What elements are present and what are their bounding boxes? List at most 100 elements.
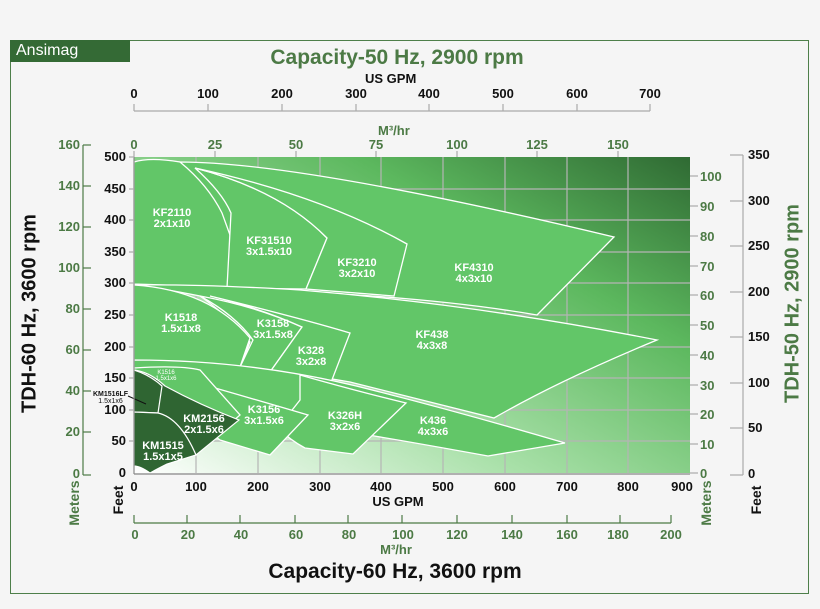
left-meters-axis	[82, 144, 91, 476]
region-label-kf4310: KF4310 4x3x10	[454, 262, 494, 285]
top-gpm-tick: 600	[566, 86, 588, 101]
right-feet-tick: 350	[748, 147, 770, 162]
right-feet-tick: 200	[748, 284, 770, 299]
top-gpm-tick: 400	[418, 86, 440, 101]
right-feet-tick: 100	[748, 375, 770, 390]
right-feet-label: Feet	[748, 485, 764, 515]
bottom-m3hr-tick: 60	[288, 527, 304, 542]
top-m3hr-tick: 25	[207, 137, 223, 152]
left-meters-tick: 140	[58, 178, 80, 193]
top-gpm-tick: 100	[197, 86, 219, 101]
left-feet-tick: 400	[104, 212, 126, 227]
region-k328	[209, 295, 351, 386]
bottom-gpm-tick: 500	[432, 479, 454, 494]
left-feet-tick: 300	[104, 275, 126, 290]
region-label-k3156: K3156 3x1.5x6	[244, 404, 284, 427]
top-title: Capacity-50 Hz, 2900 rpm	[270, 46, 524, 69]
top-gpm-tick: 300	[345, 86, 367, 101]
bottom-gpm-tick: 900	[671, 479, 693, 494]
top-m3hr-tick: 75	[368, 137, 384, 152]
bottom-gpm-tick: 700	[556, 479, 578, 494]
left-feet-tick: 0	[118, 465, 126, 480]
right-meters-tick: 100	[700, 169, 722, 184]
region-label-kf438: KF438 4x3x8	[415, 329, 449, 352]
right-meters-tick: 90	[700, 199, 715, 214]
left-meters-tick: 40	[65, 383, 80, 398]
brand-label: Ansimag	[10, 40, 130, 62]
bottom-m3hr-tick: 0	[131, 527, 139, 542]
left-feet-tick: 50	[111, 433, 126, 448]
bottom-gpm-tick: 100	[185, 479, 207, 494]
left-meters-tick: 60	[65, 342, 80, 357]
bottom-gpm-tick: 300	[309, 479, 331, 494]
top-m3hr-tick: 125	[526, 137, 548, 152]
right-meters-tick: 10	[700, 437, 715, 452]
region-label-k436: K436 4x3x6	[417, 415, 449, 438]
km1516lf-pointer	[127, 395, 147, 405]
left-feet-tick: 250	[104, 307, 126, 322]
left-feet-tick: 200	[104, 339, 126, 354]
region-label-kf31510: KF31510 3x1.5x10	[246, 235, 292, 258]
bottom-m3hr-tick: 40	[233, 527, 249, 542]
right-meters-tick: 70	[700, 259, 715, 274]
left-meters-tick: 20	[65, 424, 80, 439]
region-label-kf3210: KF3210 3x2x10	[337, 257, 377, 280]
region-km1515	[133, 411, 197, 474]
left-meters-label: Meters	[66, 480, 82, 526]
region-label-k3158: K3158 3x1.5x8	[253, 318, 293, 341]
region-label-kf2110: KF2110 2x1x10	[152, 207, 192, 230]
top-m3hr-tick: 0	[130, 137, 138, 152]
region-label-km1515: KM1515 1.5x1x5	[142, 440, 184, 463]
left-feet-tick: 450	[104, 181, 126, 196]
top-gpm-tick: 500	[492, 86, 514, 101]
right-meters-tick: 30	[700, 378, 715, 393]
region-label-k328: K328 3x2x8	[295, 345, 327, 368]
bottom-m3hr-tick: 120	[446, 527, 468, 542]
right-meters-label: Meters	[698, 480, 714, 526]
left-feet-tick: 150	[104, 370, 126, 385]
right-meters-axis	[690, 175, 698, 474]
right-meters-tick: 40	[700, 348, 715, 363]
bottom-title: Capacity-60 Hz, 3600 rpm	[268, 560, 522, 583]
bottom-gpm-tick: 400	[370, 479, 392, 494]
regions-10in	[133, 158, 616, 316]
top-gpm-tick: 0	[130, 86, 138, 101]
right-meters-tick: 60	[700, 288, 715, 303]
top-gpm-axis	[133, 104, 651, 112]
right-meters-tick: 0	[700, 466, 708, 481]
left-feet-label: Feet	[110, 485, 126, 515]
region-kf3210	[194, 167, 408, 297]
bottom-m3hr-tick: 140	[501, 527, 523, 542]
region-label-k1516: K1516 1.5x1x6	[155, 370, 177, 382]
top-gpm-label: US GPM	[365, 71, 417, 86]
bottom-m3hr-tick: 80	[341, 527, 357, 542]
left-meters-tick: 100	[58, 260, 80, 275]
right-meters-tick: 50	[700, 318, 715, 333]
left-meters-tick: 120	[58, 219, 80, 234]
bottom-m3hr-axis	[133, 515, 672, 524]
right-feet-tick: 250	[748, 238, 770, 253]
km1516lf-label: KM1516LF 1.5x1x6	[93, 391, 129, 405]
bottom-m3hr-tick: 160	[556, 527, 578, 542]
right-feet-tick: 300	[748, 193, 770, 208]
right-meters-tick: 80	[700, 229, 715, 244]
bottom-m3hr-label: M³/hr	[380, 542, 412, 557]
left-meters-tick: 0	[72, 466, 80, 481]
top-gpm-tick: 700	[639, 86, 661, 101]
left-feet-tick: 350	[104, 244, 126, 259]
region-label-k326h: K326H 3x2x6	[327, 410, 363, 433]
region-label-k1518: K1518 1.5x1x8	[161, 312, 201, 335]
bottom-m3hr-tick: 20	[180, 527, 196, 542]
right-feet-tick: 50	[748, 420, 763, 435]
region-label-km2156: KM2156 2x1.5x6	[183, 413, 225, 436]
bottom-gpm-tick: 800	[617, 479, 639, 494]
bottom-gpm-tick: 200	[247, 479, 269, 494]
right-feet-axis	[730, 154, 744, 476]
left-feet-tick: 100	[104, 402, 126, 417]
left-feet-tick: 500	[104, 149, 126, 164]
top-m3hr-tick: 50	[288, 137, 304, 152]
top-gpm-tick: 200	[271, 86, 293, 101]
bottom-m3hr-tick: 200	[660, 527, 682, 542]
top-m3hr-tick: 100	[446, 137, 468, 152]
